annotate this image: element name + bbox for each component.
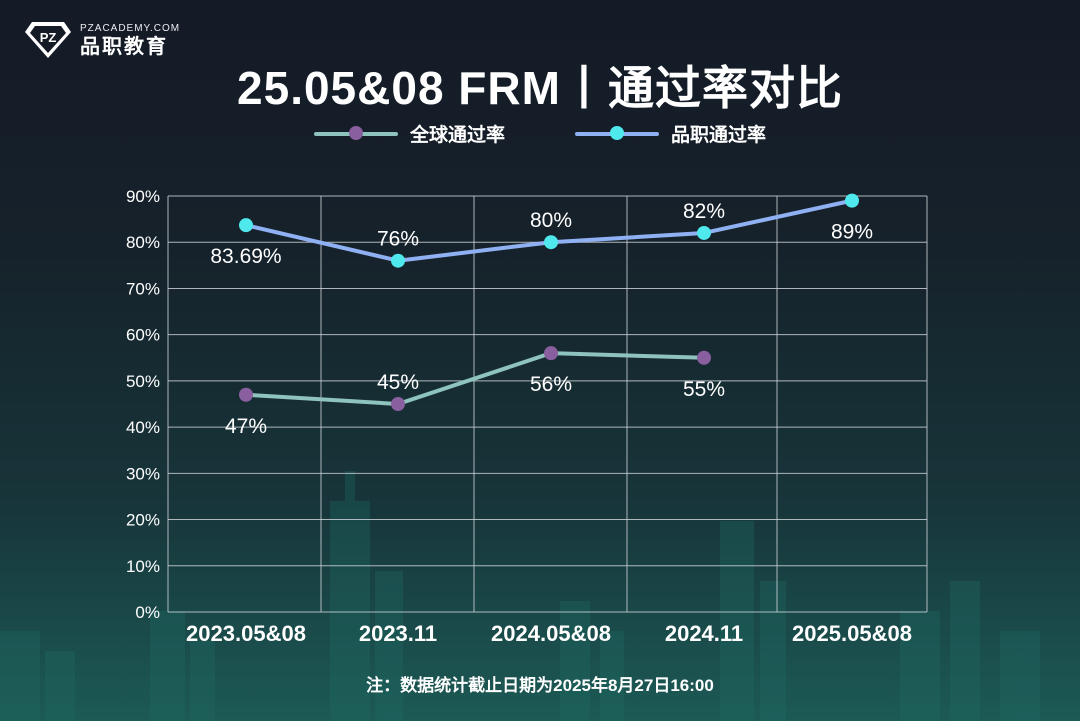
data-point (391, 253, 405, 268)
data-label: 45% (377, 371, 419, 394)
legend-label-pz: 品职通过率 (671, 125, 767, 146)
data-label: 82% (683, 200, 725, 223)
legend-item-pz: 品职通过率 (575, 120, 766, 147)
y-tick-label: 20% (126, 511, 160, 530)
x-tick-label: 2023.05&08 (186, 621, 306, 646)
series-line-0 (244, 351, 706, 406)
y-tick-label: 70% (126, 279, 160, 298)
data-label: 76% (377, 228, 419, 251)
legend-item-global: 全球通过率 (313, 120, 505, 147)
x-tick-label: 2025.05&08 (792, 621, 912, 646)
data-label: 83.69% (210, 245, 281, 268)
y-tick-label: 30% (126, 464, 160, 483)
x-tick-label: 2023.11 (359, 621, 437, 646)
brand-name-cn: 品职教育 (80, 35, 168, 58)
footnote: 注：数据统计截止日期为2025年8月27日16:00 (366, 676, 714, 695)
logo-mark-text: PZ (40, 30, 57, 45)
legend-label-global: 全球通过率 (409, 125, 505, 146)
data-point (697, 225, 711, 240)
data-point (845, 193, 859, 208)
brand-logo: PZ PZACADEMY.COM 品职教育 (24, 20, 180, 60)
data-label: 89% (831, 221, 873, 244)
data-point (239, 218, 253, 233)
y-tick-label: 50% (126, 372, 160, 391)
data-point (391, 397, 405, 411)
chart-legend: 全球通过率 品职通过率 (0, 120, 1080, 147)
y-tick-label: 10% (126, 557, 160, 576)
legend-marker-global (348, 125, 363, 140)
brand-name-en: PZACADEMY.COM (80, 22, 181, 34)
data-point (239, 387, 253, 402)
data-label: 80% (530, 209, 572, 232)
data-point (544, 235, 558, 250)
chart-title: 25.05&08 FRM丨通过率对比 (237, 62, 843, 114)
y-tick-label: 40% (126, 418, 160, 437)
y-tick-label: 0% (135, 603, 160, 622)
data-label: 56% (530, 373, 572, 396)
city-skyline-background (0, 471, 1040, 721)
y-tick-label: 80% (126, 233, 160, 252)
x-tick-label: 2024.11 (665, 621, 743, 646)
data-point (697, 350, 711, 365)
diamond-logo-icon: PZ (24, 20, 72, 60)
data-label: 47% (225, 415, 267, 438)
y-tick-label: 90% (126, 187, 160, 206)
x-tick-label: 2024.05&08 (491, 621, 611, 646)
data-label: 55% (683, 378, 725, 401)
legend-line-pz (575, 125, 659, 140)
y-tick-label: 60% (126, 326, 160, 345)
legend-line-global (313, 125, 398, 140)
data-point (544, 346, 558, 361)
legend-marker-pz (610, 125, 624, 140)
